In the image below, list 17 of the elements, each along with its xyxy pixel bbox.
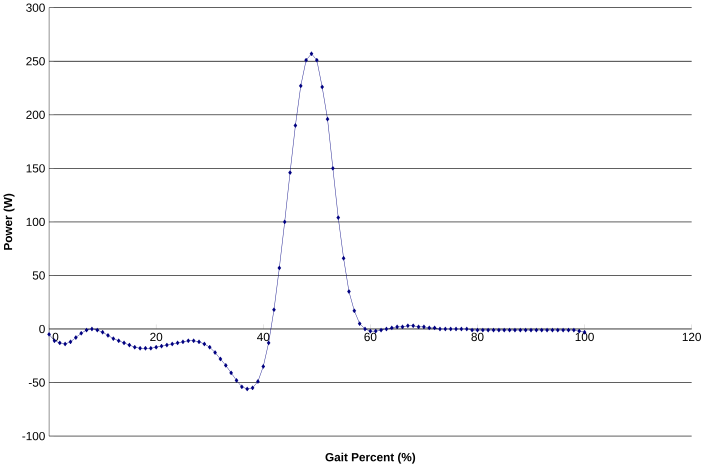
x-axis-title: Gait Percent (%) bbox=[326, 452, 416, 464]
x-tick-label: 20 bbox=[150, 332, 162, 341]
y-tick-label: 250 bbox=[26, 57, 45, 66]
y-tick-label: 150 bbox=[26, 164, 45, 172]
y-tick-label: 200 bbox=[26, 110, 45, 119]
y-tick-label: -50 bbox=[28, 378, 45, 387]
x-tick-label: 120 bbox=[682, 332, 701, 341]
x-tick-label: 40 bbox=[257, 332, 270, 341]
x-tick-label: 60 bbox=[364, 332, 376, 341]
y-tick-label: 0 bbox=[39, 324, 45, 334]
x-tick-label: 100 bbox=[576, 332, 594, 341]
y-tick-label: 300 bbox=[26, 3, 45, 12]
y-axis-title: Power (W) bbox=[4, 194, 14, 250]
y-tick-label: 100 bbox=[26, 218, 45, 226]
x-tick-label: 80 bbox=[471, 332, 484, 341]
y-tick-label: 50 bbox=[32, 271, 45, 280]
y-tick-label: -100 bbox=[22, 432, 45, 440]
